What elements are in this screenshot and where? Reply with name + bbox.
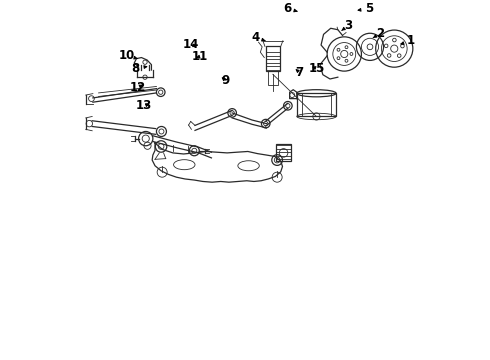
Text: 3: 3 [342, 19, 353, 32]
Text: 15: 15 [308, 62, 324, 75]
Text: 14: 14 [183, 38, 199, 51]
Text: 8: 8 [132, 62, 147, 75]
Text: 10: 10 [118, 49, 137, 62]
Text: 7: 7 [295, 66, 303, 79]
Text: 11: 11 [192, 50, 208, 63]
Text: 2: 2 [373, 27, 384, 40]
Text: 9: 9 [221, 73, 229, 86]
Text: 5: 5 [358, 2, 373, 15]
Text: 1: 1 [401, 34, 415, 47]
Text: 4: 4 [251, 31, 265, 44]
Text: 13: 13 [136, 99, 152, 112]
Text: 6: 6 [283, 2, 297, 15]
Text: 12: 12 [130, 81, 146, 94]
